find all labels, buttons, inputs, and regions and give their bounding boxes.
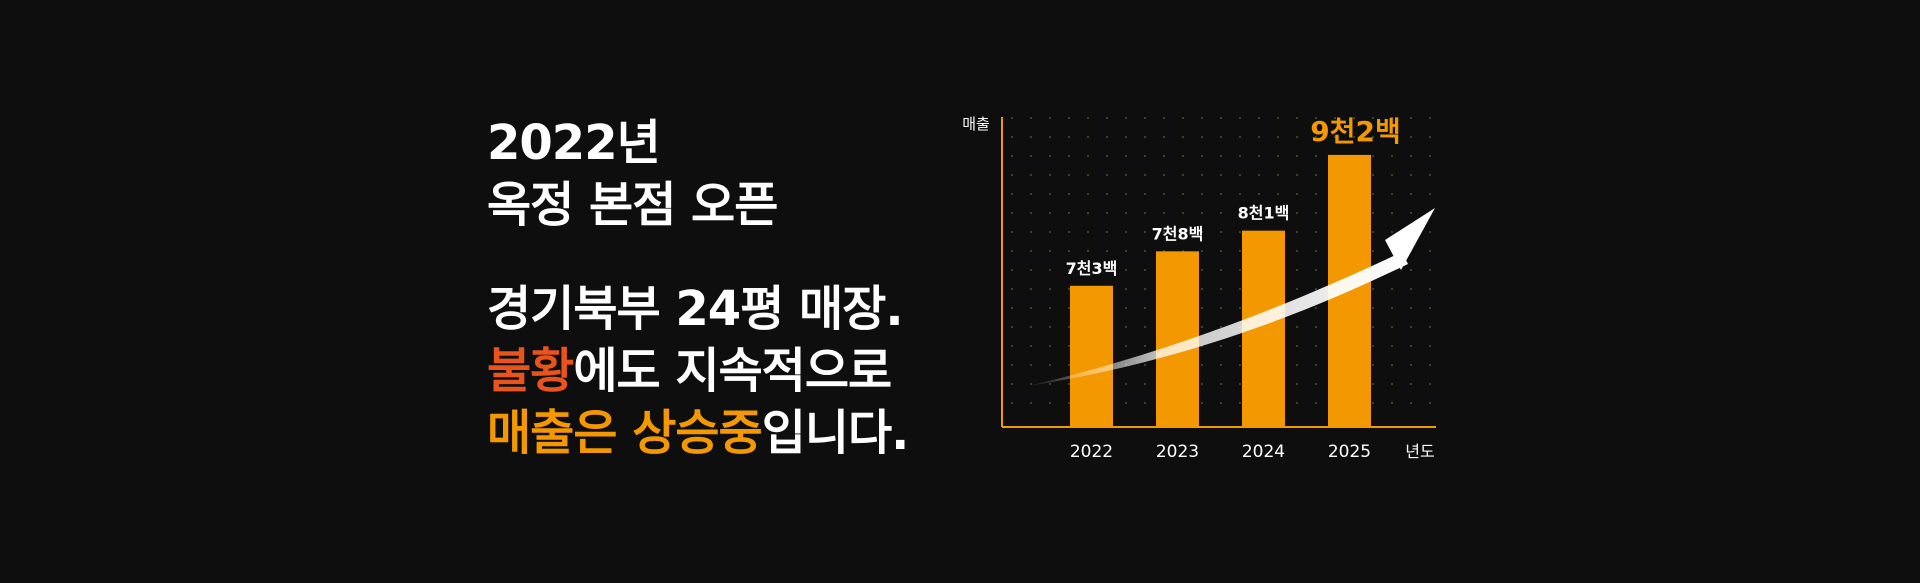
body-accent-recession: 불황: [487, 343, 574, 399]
chart-bars: [1070, 154, 1371, 427]
x-tick-2025: 2025: [1328, 442, 1371, 462]
body-text: 경기북부 24평 매장. 불황에도 지속적으로 매출은 상승중입니다.: [487, 278, 910, 464]
x-axis-label: 년도: [1405, 442, 1434, 461]
chart-axes: [1001, 117, 1436, 428]
headline-store-open: 옥정 본점 오픈: [487, 177, 778, 233]
data-labels: 7천3백 7천8백 8천1백 9천2백: [1066, 115, 1401, 278]
body-accent-sales: 매출은: [487, 405, 617, 461]
x-tick-2023: 2023: [1156, 442, 1199, 462]
data-label-2022: 7천3백: [1066, 259, 1118, 278]
headline-year: 2022년: [487, 115, 661, 171]
data-label-2024: 8천1백: [1238, 204, 1290, 223]
body-line-3-rest: 입니다.: [761, 405, 910, 461]
body-line-3: 매출은 상승중입니다.: [487, 402, 910, 464]
body-line-2: 불황에도 지속적으로: [487, 340, 908, 402]
x-tick-2022: 2022: [1070, 442, 1113, 462]
body-line-2-rest: 에도 지속적으로: [573, 343, 892, 399]
data-label-2025: 9천2백: [1310, 115, 1401, 148]
body-accent-rising: 상승중: [632, 405, 762, 461]
headline: 2022년 옥정 본점 오픈: [487, 112, 778, 236]
x-tick-labels: 2022 2023 2024 2025: [1070, 442, 1371, 462]
data-label-2023: 7천8백: [1152, 224, 1204, 243]
rising-trend-arrow-icon: [1028, 208, 1435, 386]
body-line-1: 경기북부 24평 매장.: [487, 281, 904, 337]
x-tick-2024: 2024: [1242, 442, 1285, 462]
bar-2022: [1070, 285, 1113, 427]
y-axis-label: 매출: [962, 115, 990, 133]
